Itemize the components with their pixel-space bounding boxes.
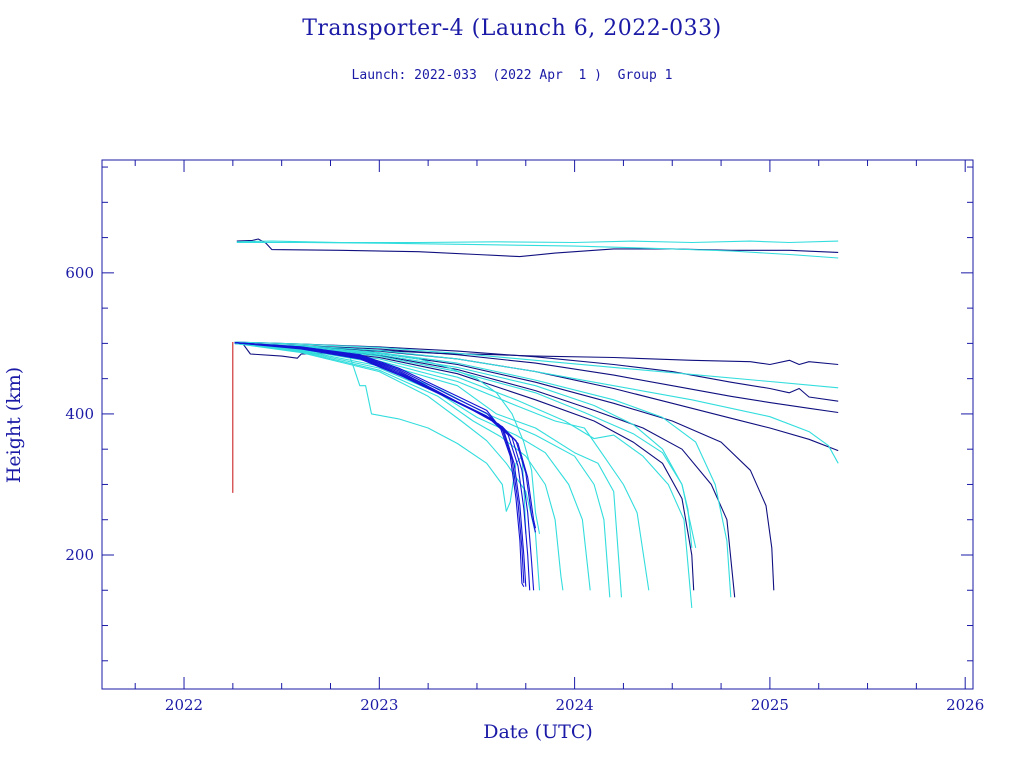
series-line-7 [234,342,839,414]
x-axis-label: Date (UTC) [483,721,593,743]
x-tick-label: 2022 [165,696,203,714]
series-line-16 [234,342,693,548]
chart-title: Transporter-4 (Launch 6, 2022-033) [302,16,722,41]
series-line-11 [234,342,695,591]
series-line-28 [234,342,527,587]
series-line-22 [234,342,564,591]
series-line-20 [234,342,611,598]
series-line-26 [234,342,525,587]
series-line-6 [234,341,839,402]
series-line-12 [234,341,839,389]
y-axis-label: Height (km) [3,367,25,483]
tick-layer [102,160,973,689]
chart-subtitle: Launch: 2022-033 (2022 Apr 1 ) Group 1 [351,68,673,83]
series-line-8 [234,342,839,452]
x-tick-label: 2026 [946,696,984,714]
x-tick-label: 2025 [751,696,789,714]
series-line-17 [234,342,693,608]
series-line-9 [234,342,775,591]
series-line-4 [236,241,839,259]
series-line-13 [234,342,839,464]
series-line-21 [234,342,591,591]
y-tick-label: 400 [65,405,94,423]
series-line-23 [234,342,541,591]
series-line-19 [234,342,623,598]
series-line-14 [234,342,732,598]
x-tick-label: 2023 [360,696,398,714]
series-line-3 [236,240,839,244]
series-layer [232,238,839,608]
y-tick-label: 200 [65,546,94,564]
series-line-27 [234,342,525,584]
x-tick-label: 2024 [556,696,594,714]
series-line-29 [234,342,531,591]
series-line-10 [234,342,736,598]
label-layer: 2022 2023 2024 2025 2026 200 400 600 [65,264,984,714]
series-line-5 [234,341,839,366]
series-line-25 [234,342,541,534]
y-tick-label: 600 [65,264,94,282]
series-line-32 [234,342,537,529]
plot-frame [101,159,974,690]
